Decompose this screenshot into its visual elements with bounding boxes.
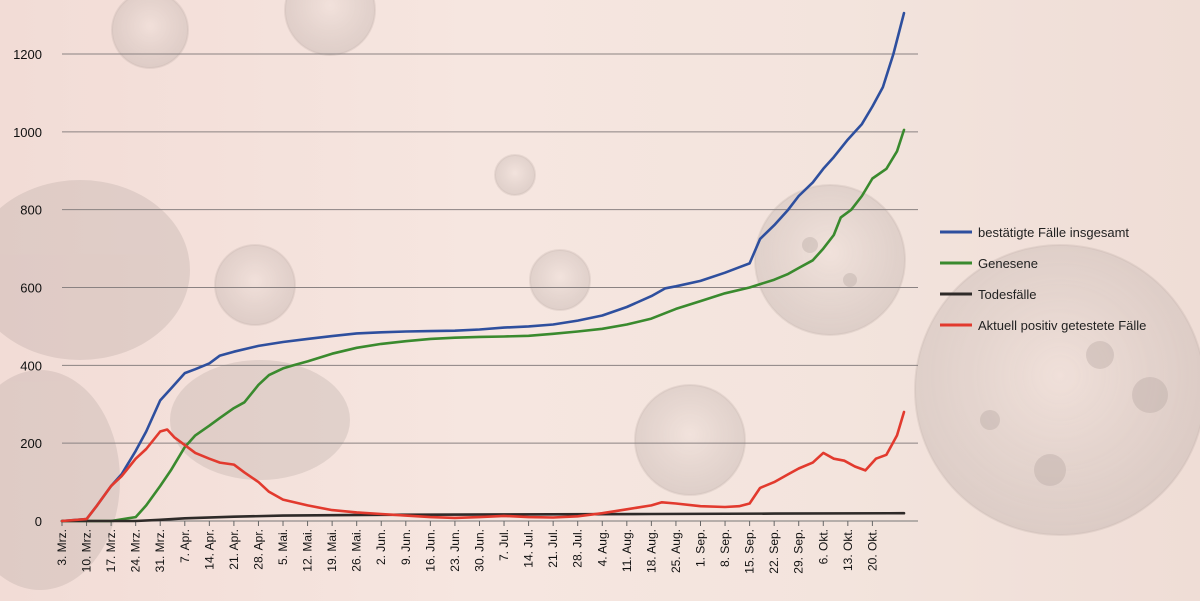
- x-tick-label: 30. Jun.: [472, 529, 486, 572]
- x-tick-label: 11. Aug.: [620, 529, 634, 572]
- x-tick-label: 21. Jul.: [546, 529, 560, 568]
- x-tick-label: 19. Mai.: [325, 529, 339, 572]
- series-lines: [60, 11, 906, 523]
- x-tick-label: 3. Mrz.: [55, 529, 69, 566]
- x-tick-label: 10. Mrz.: [80, 529, 94, 572]
- x-tick-label: 6. Okt.: [816, 529, 830, 564]
- legend: bestätigte Fälle insgesamt Genesene Todesf…: [940, 225, 1146, 333]
- y-tick-label: 200: [20, 436, 42, 451]
- y-tick-label: 400: [20, 358, 42, 373]
- x-tick-label: 14. Jul.: [522, 529, 536, 568]
- x-tick-label: 24. Mrz.: [129, 529, 143, 572]
- y-axis-ticks: 0 200 400 600 800 1000 1200: [13, 47, 42, 529]
- series-line: [60, 410, 906, 523]
- x-tick-label: 20. Okt.: [865, 529, 879, 571]
- x-tick-label: 25. Aug.: [669, 529, 683, 573]
- x-tick-label: 26. Mai.: [350, 529, 364, 572]
- legend-label: Genesene: [978, 256, 1038, 271]
- x-tick-label: 13. Okt.: [841, 529, 855, 571]
- x-tick-label: 22. Sep.: [767, 529, 781, 574]
- x-tick-label: 9. Jun.: [399, 529, 413, 565]
- x-tick-label: 29. Sep.: [792, 529, 806, 574]
- x-tick-label: 28. Jul.: [571, 529, 585, 568]
- y-tick-label: 1000: [13, 125, 42, 140]
- y-tick-label: 0: [35, 514, 42, 529]
- grid-lines: [62, 53, 918, 522]
- series-line: [60, 11, 906, 523]
- y-tick-label: 1200: [13, 47, 42, 62]
- series-line: [60, 511, 906, 523]
- x-axis: 3. Mrz. 10. Mrz. 17. Mrz. 24. Mrz. 31. Mrz. 7…: [55, 521, 879, 574]
- x-tick-label: 12. Mai.: [301, 529, 315, 572]
- x-tick-label: 16. Jun.: [423, 529, 437, 572]
- x-tick-label: 14. Apr.: [202, 529, 216, 570]
- x-tick-label: 23. Jun.: [448, 529, 462, 572]
- x-tick-label: 21. Apr.: [227, 529, 241, 570]
- legend-label: Aktuell positiv getestete Fälle: [978, 318, 1146, 333]
- x-tick-label: 31. Mrz.: [153, 529, 167, 572]
- x-tick-label: 2. Jun.: [374, 529, 388, 565]
- legend-label: Todesfälle: [978, 287, 1037, 302]
- x-tick-label: 18. Aug.: [644, 529, 658, 573]
- x-tick-label: 5. Mai.: [276, 529, 290, 565]
- x-tick-label: 4. Aug.: [595, 529, 609, 566]
- x-tick-label: 15. Sep.: [743, 529, 757, 574]
- y-tick-label: 600: [20, 281, 42, 296]
- x-tick-label: 7. Apr.: [178, 529, 192, 563]
- x-tick-label: 8. Sep.: [718, 529, 732, 567]
- legend-label: bestätigte Fälle insgesamt: [978, 225, 1129, 240]
- x-tick-label: 17. Mrz.: [104, 529, 118, 572]
- x-tick-label: 1. Sep.: [693, 529, 707, 567]
- x-tick-label: 7. Jul.: [497, 529, 511, 561]
- y-tick-label: 800: [20, 203, 42, 218]
- series-line: [60, 128, 906, 523]
- x-tick-label: 28. Apr.: [251, 529, 265, 570]
